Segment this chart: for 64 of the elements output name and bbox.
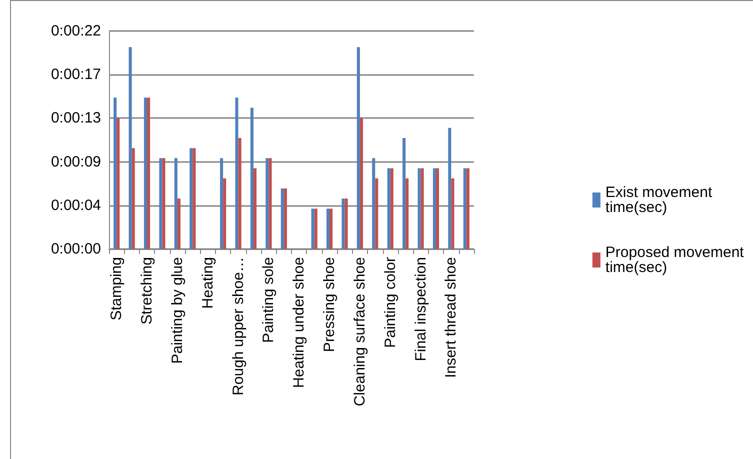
bar <box>162 158 166 249</box>
bar <box>448 128 452 249</box>
bar <box>220 158 224 249</box>
bar <box>174 158 178 249</box>
bar <box>250 108 254 249</box>
x-tick-label: Final inspection <box>412 257 430 362</box>
bar <box>418 168 421 249</box>
y-tick-label: 0:00:17 <box>50 66 101 84</box>
bar <box>432 168 436 249</box>
bar <box>266 158 269 249</box>
x-tick-label: Heating <box>199 257 216 309</box>
bar <box>314 208 318 249</box>
bar <box>268 158 272 249</box>
legend-label: Proposed movement time(sec) <box>605 244 748 276</box>
bar <box>147 98 150 249</box>
x-tick-label: Rough upper shoe… <box>230 257 247 396</box>
bar <box>190 148 193 249</box>
bar <box>387 168 390 249</box>
x-tick-label: Painting by glue <box>168 257 186 364</box>
legend-label: Exist movement time(sec) <box>605 184 716 216</box>
bar <box>402 138 406 249</box>
bar <box>311 208 314 249</box>
bar <box>330 208 333 249</box>
bar <box>177 198 180 249</box>
bar <box>280 188 284 249</box>
bar <box>342 198 345 249</box>
bar <box>326 208 330 249</box>
bar <box>116 118 120 249</box>
bar <box>344 198 348 249</box>
bar <box>436 168 440 249</box>
x-tick-label: Painting color <box>382 257 399 348</box>
bar <box>375 178 378 249</box>
bar <box>159 158 162 249</box>
bar <box>356 47 360 249</box>
bar <box>420 168 424 249</box>
bar <box>360 118 363 249</box>
x-tick-label: Stamping <box>108 257 126 320</box>
y-tick-label: 0:00:09 <box>50 153 101 170</box>
bar <box>406 178 409 249</box>
y-tick-label: 0:00:04 <box>50 196 101 214</box>
bar <box>284 188 287 249</box>
y-tick-label: 0:00:13 <box>50 110 101 127</box>
bar <box>466 168 470 249</box>
bar <box>238 138 242 249</box>
bar <box>114 98 117 249</box>
x-tick-label: Painting sole <box>260 257 278 343</box>
bar <box>235 98 238 249</box>
bar <box>223 178 226 249</box>
bar <box>451 178 454 249</box>
x-tick-label: Stretching <box>138 257 156 325</box>
x-tick-label: Cleaning surface shoe <box>351 257 368 406</box>
x-tick-label: Pressing shoe <box>321 257 338 352</box>
bar <box>132 148 135 249</box>
bar <box>390 168 394 249</box>
y-tick-label: 0:00:00 <box>50 240 101 258</box>
bar <box>144 98 148 249</box>
bar <box>372 158 376 249</box>
x-tick-label: Heating under shoe <box>290 257 308 388</box>
y-tick-label: 0:00:22 <box>50 22 101 40</box>
x-tick-label: Insert thread shoe <box>442 257 460 378</box>
bar <box>192 148 196 249</box>
bar <box>463 168 466 249</box>
bar <box>128 47 132 249</box>
bar <box>253 168 257 249</box>
